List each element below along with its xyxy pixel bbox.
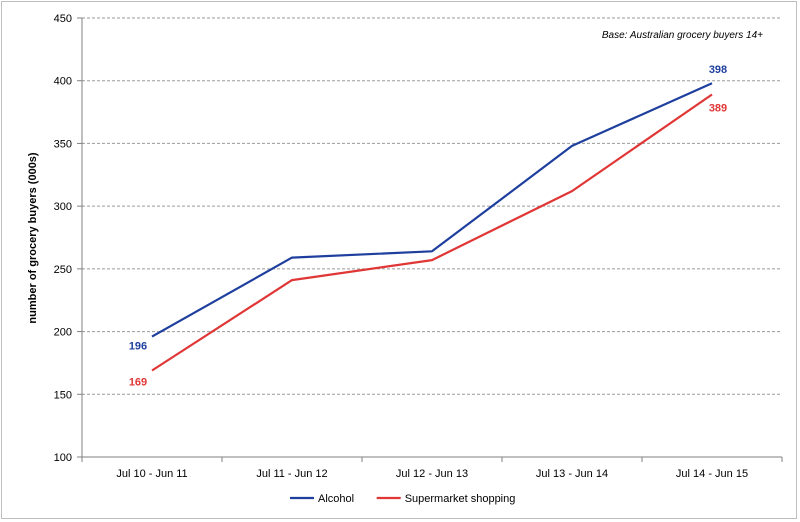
gridlines bbox=[82, 17, 782, 395]
data-labels: 196 398 169 389 bbox=[129, 64, 727, 388]
data-label: 169 bbox=[129, 376, 147, 388]
legend: Alcohol Supermarket shopping bbox=[290, 493, 515, 505]
legend-item: Alcohol bbox=[290, 493, 354, 505]
y-tick-label: 450 bbox=[54, 13, 72, 25]
axes: 100 150 200 250 300 350 400 450 Jul 10 - Jun 11 J… bbox=[54, 13, 783, 480]
base-note: Base: Australian grocery buyers 14+ bbox=[602, 30, 763, 41]
y-tick-label: 200 bbox=[54, 327, 72, 339]
y-tick-label: 150 bbox=[54, 389, 72, 401]
legend-label: Supermarket shopping bbox=[405, 493, 516, 505]
y-tick-label: 100 bbox=[54, 452, 72, 464]
series bbox=[151, 82, 713, 372]
legend-item: Supermarket shopping bbox=[376, 493, 516, 505]
series-line-supermarket-shopping bbox=[151, 93, 713, 372]
x-tick-label: Jul 12 - Jun 13 bbox=[396, 468, 468, 480]
data-label: 196 bbox=[129, 341, 147, 353]
y-tick-label: 300 bbox=[54, 201, 72, 213]
y-tick-label: 400 bbox=[54, 76, 72, 88]
series-line-alcohol bbox=[151, 82, 713, 338]
data-label: 389 bbox=[709, 103, 727, 115]
y-tick-label: 250 bbox=[54, 264, 72, 276]
x-tick-label: Jul 11 - Jun 12 bbox=[256, 468, 327, 480]
x-tick-label: Jul 10 - Jun 11 bbox=[116, 468, 187, 480]
x-tick-label: Jul 13 - Jun 14 bbox=[536, 468, 608, 480]
y-axis-title: number of grocery buyers (000s) bbox=[27, 152, 39, 324]
legend-label: Alcohol bbox=[318, 493, 354, 505]
x-tick-label: Jul 14 - Jun 15 bbox=[676, 468, 748, 480]
y-tick-label: 350 bbox=[54, 138, 72, 150]
data-label: 398 bbox=[709, 64, 727, 76]
